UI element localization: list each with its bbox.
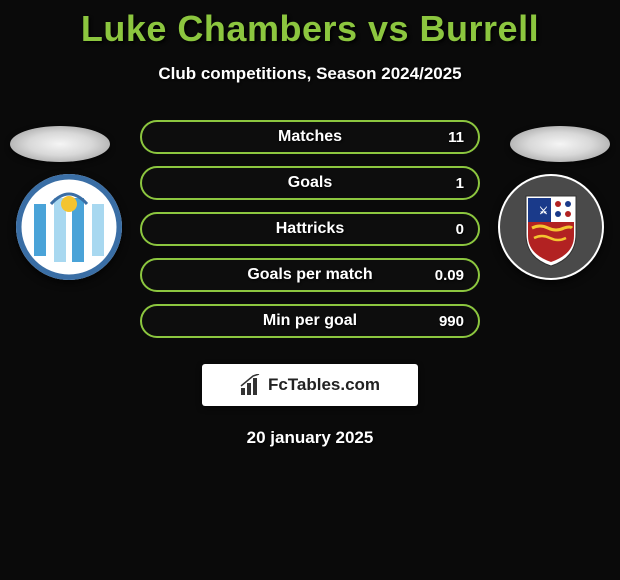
- stat-row-hattricks: Hattricks 0: [140, 212, 480, 246]
- stat-label: Min per goal: [263, 312, 357, 330]
- stat-value-right: 0: [456, 221, 464, 238]
- date-line: 20 january 2025: [0, 428, 620, 448]
- stat-label: Matches: [278, 128, 342, 146]
- bar-chart-icon: [240, 374, 262, 396]
- stat-row-goals: Goals 1: [140, 166, 480, 200]
- stat-value-right: 990: [439, 313, 464, 330]
- colchester-crest-icon: [16, 174, 122, 280]
- stat-row-min-per-goal: Min per goal 990: [140, 304, 480, 338]
- stat-label: Goals: [288, 174, 332, 192]
- stat-row-goals-per-match: Goals per match 0.09: [140, 258, 480, 292]
- stat-label: Hattricks: [276, 220, 344, 238]
- player-photo-right: [510, 126, 610, 162]
- stat-value-right: 0.09: [435, 267, 464, 284]
- club-badge-right: ⚔: [498, 174, 604, 280]
- fctables-label: FcTables.com: [268, 375, 380, 395]
- stat-row-matches: Matches 11: [140, 120, 480, 154]
- comparison-title: Luke Chambers vs Burrell: [0, 0, 620, 50]
- fctables-badge[interactable]: FcTables.com: [202, 364, 418, 406]
- right-crest-icon: ⚔: [498, 174, 604, 280]
- comparison-area: ⚔ Matches 11 Goals 1 Hattricks 0 Goals p…: [0, 120, 620, 350]
- stat-label: Goals per match: [247, 266, 372, 284]
- stat-value-right: 1: [456, 175, 464, 192]
- stat-rows: Matches 11 Goals 1 Hattricks 0 Goals per…: [140, 120, 480, 350]
- stat-value-right: 11: [448, 129, 464, 146]
- season-subtitle: Club competitions, Season 2024/2025: [0, 64, 620, 84]
- player-photo-left: [10, 126, 110, 162]
- club-badge-left: [16, 174, 122, 280]
- svg-text:⚔: ⚔: [539, 205, 548, 217]
